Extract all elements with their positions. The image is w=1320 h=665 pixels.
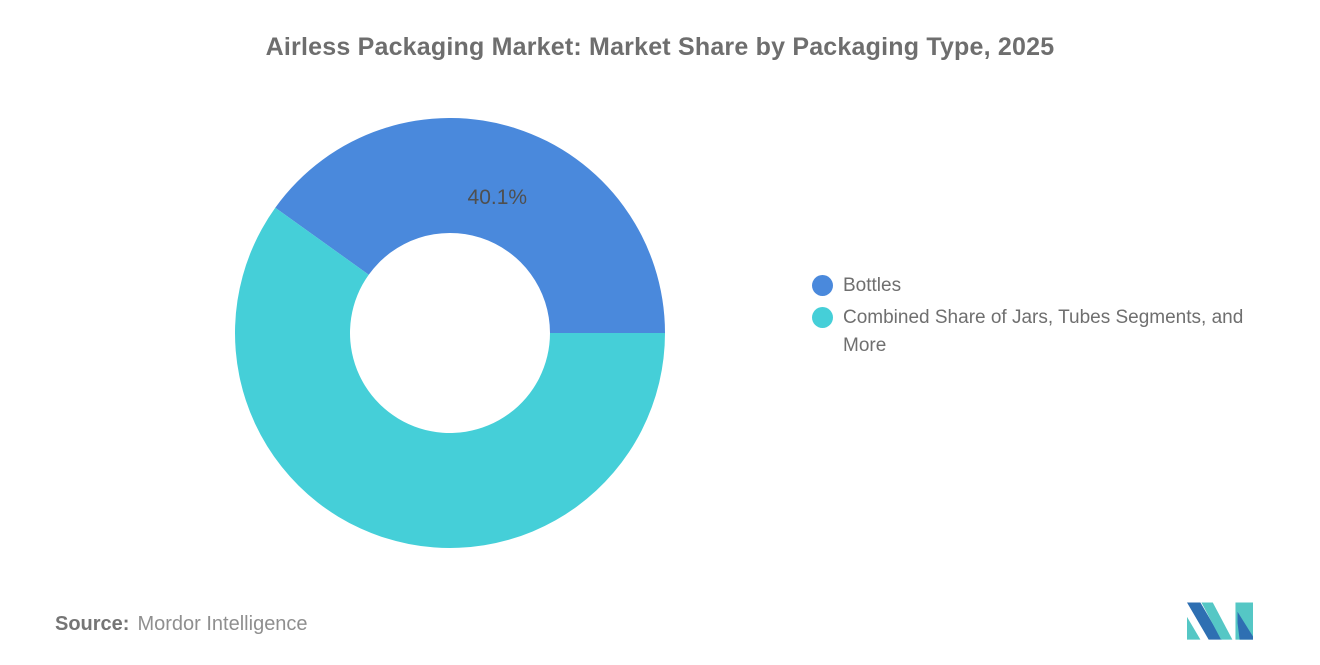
slice-data-label: 40.1%: [467, 185, 528, 209]
mordor-intelligence-logo: [1187, 602, 1253, 640]
legend-marker-bottles: [812, 275, 833, 296]
legend: Bottles Combined Share of Jars, Tubes Se…: [812, 272, 1275, 360]
legend-marker-combined: [812, 307, 833, 328]
donut-slice-1[interactable]: [235, 207, 665, 548]
donut-slice-0[interactable]: [275, 118, 665, 333]
source-line: Source: Mordor Intelligence: [55, 613, 308, 636]
legend-item-combined[interactable]: Combined Share of Jars, Tubes Segments, …: [812, 304, 1275, 360]
legend-item-bottles[interactable]: Bottles: [812, 272, 1275, 300]
source-label: Source:: [55, 613, 130, 635]
donut-chart[interactable]: 40.1%: [235, 118, 665, 548]
legend-label-bottles: Bottles: [843, 275, 902, 296]
donut-svg: [235, 118, 665, 548]
legend-label-combined: Combined Share of Jars, Tubes Segments, …: [843, 307, 1244, 356]
source-value: Mordor Intelligence: [137, 613, 308, 635]
chart-title: Airless Packaging Market: Market Share b…: [265, 33, 1055, 61]
